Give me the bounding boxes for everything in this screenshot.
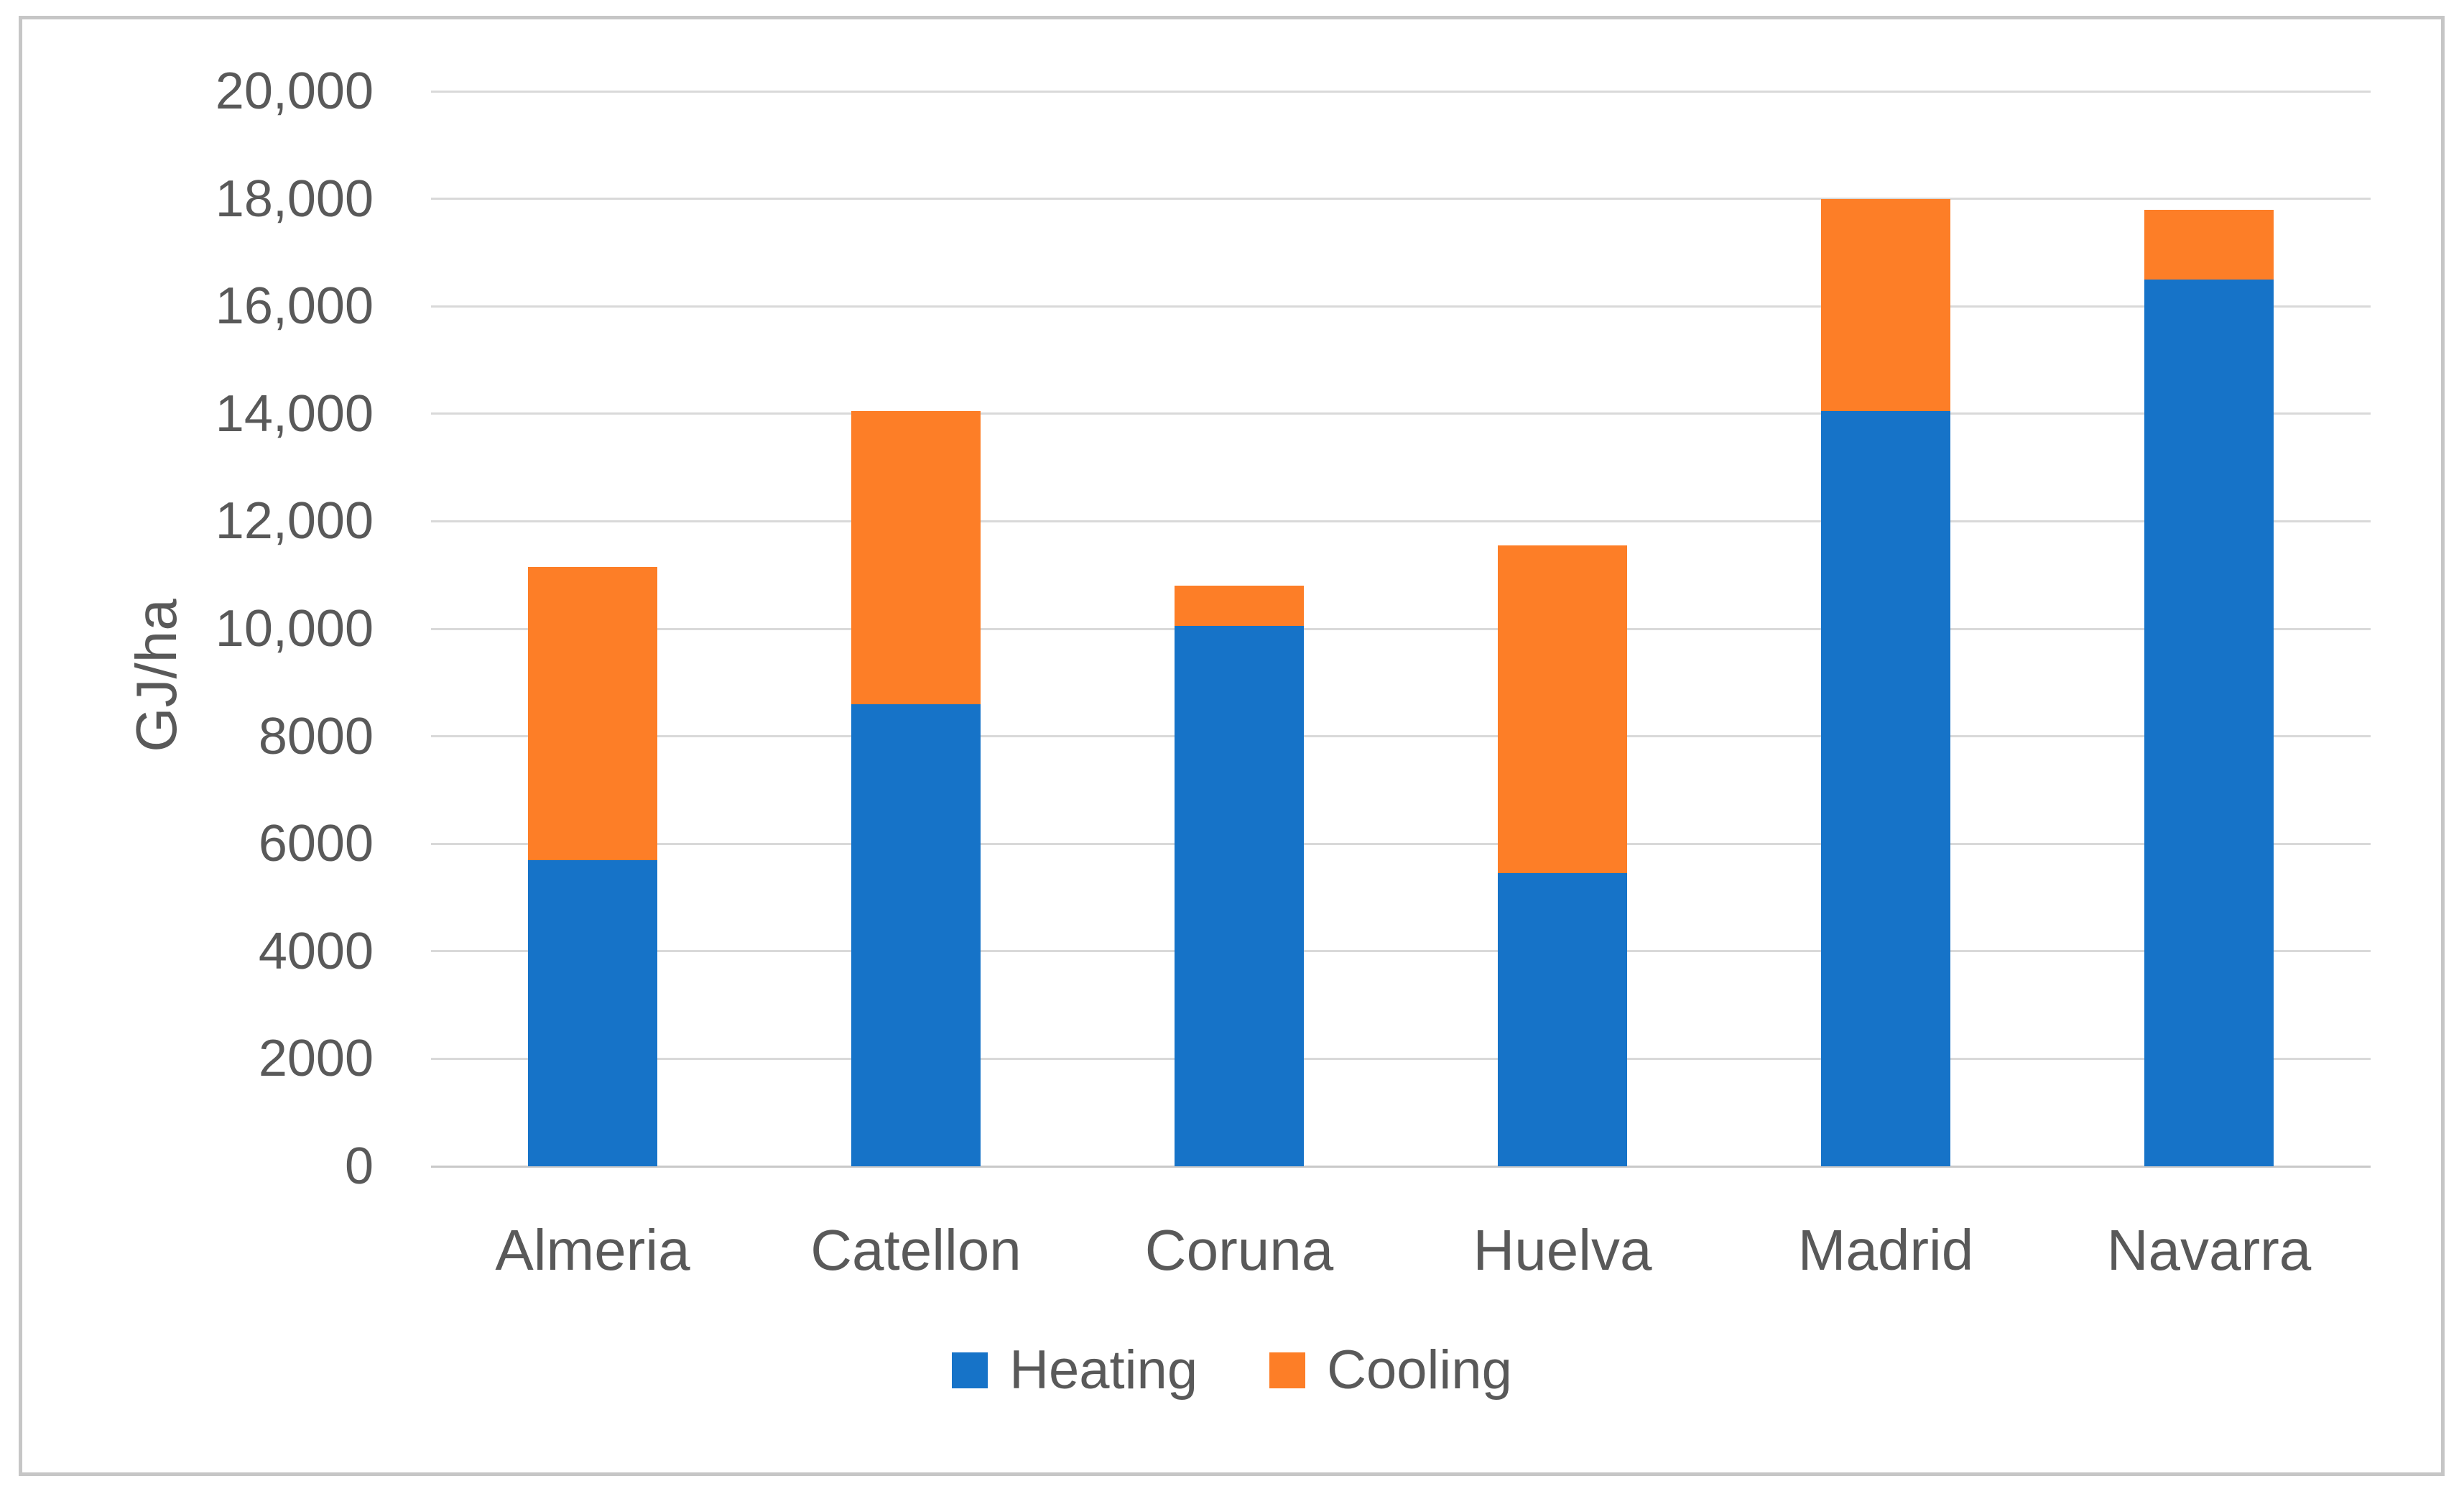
- cooling-segment-navarra: [2144, 209, 2274, 280]
- gridline-8000: [431, 735, 2371, 738]
- gridline-6000: [431, 842, 2371, 845]
- gridline-16000: [431, 305, 2371, 308]
- x-category-label-catellon: Catellon: [810, 1218, 1022, 1282]
- bar-huelva: [1498, 91, 1627, 1166]
- legend-swatch-heating: [952, 1352, 988, 1388]
- y-tick-label-18000: 18,000: [215, 170, 374, 228]
- plot-area: [431, 90, 2371, 1168]
- y-tick-label-10000: 10,000: [215, 600, 374, 658]
- y-tick-label-8000: 8000: [258, 707, 374, 765]
- gridline-20000: [431, 90, 2371, 93]
- heating-segment-almeria: [528, 859, 657, 1166]
- x-category-label-almeria: Almeria: [495, 1218, 690, 1282]
- gridline-2000: [431, 1057, 2371, 1060]
- heating-segment-navarra: [2144, 279, 2274, 1166]
- bar-almeria: [528, 91, 657, 1166]
- legend-item-cooling: Cooling: [1269, 1343, 1512, 1398]
- bar-navarra: [2144, 91, 2274, 1166]
- x-category-label-madrid: Madrid: [1797, 1218, 1974, 1282]
- cooling-segment-madrid: [1821, 198, 1950, 412]
- cooling-segment-coruna: [1175, 586, 1304, 627]
- y-tick-label-2000: 2000: [258, 1030, 374, 1088]
- legend-label-heating: Heating: [1009, 1339, 1198, 1401]
- bar-coruna: [1175, 91, 1304, 1166]
- y-tick-label-14000: 14,000: [215, 384, 374, 443]
- gridline-18000: [431, 198, 2371, 200]
- cooling-segment-huelva: [1498, 545, 1627, 874]
- gridline-12000: [431, 520, 2371, 522]
- gridline-10000: [431, 627, 2371, 630]
- gridline-14000: [431, 412, 2371, 415]
- x-category-label-coruna: Coruna: [1144, 1218, 1334, 1282]
- legend-swatch-cooling: [1269, 1352, 1306, 1388]
- gridline-0: [431, 1165, 2371, 1168]
- x-category-label-navarra: Navarra: [2106, 1218, 2312, 1282]
- gridline-4000: [431, 950, 2371, 953]
- y-tick-label-16000: 16,000: [215, 277, 374, 336]
- x-category-label-huelva: Huelva: [1473, 1218, 1652, 1282]
- y-tick-label-20000: 20,000: [215, 63, 374, 120]
- legend: Heating Cooling: [0, 1331, 2464, 1410]
- cooling-segment-almeria: [528, 566, 657, 860]
- bar-catellon: [851, 91, 981, 1166]
- heating-segment-coruna: [1175, 626, 1304, 1166]
- y-tick-label-12000: 12,000: [215, 492, 374, 550]
- y-tick-label-4000: 4000: [258, 922, 374, 980]
- heating-segment-catellon: [851, 704, 981, 1166]
- legend-item-heating: Heating: [952, 1343, 1198, 1398]
- y-tick-label-6000: 6000: [258, 815, 374, 873]
- cooling-segment-catellon: [851, 411, 981, 704]
- legend-label-cooling: Cooling: [1327, 1339, 1512, 1401]
- heating-segment-madrid: [1821, 411, 1950, 1166]
- bar-madrid: [1821, 91, 1950, 1166]
- y-tick-label-0: 0: [344, 1138, 374, 1195]
- heating-segment-huelva: [1498, 873, 1627, 1166]
